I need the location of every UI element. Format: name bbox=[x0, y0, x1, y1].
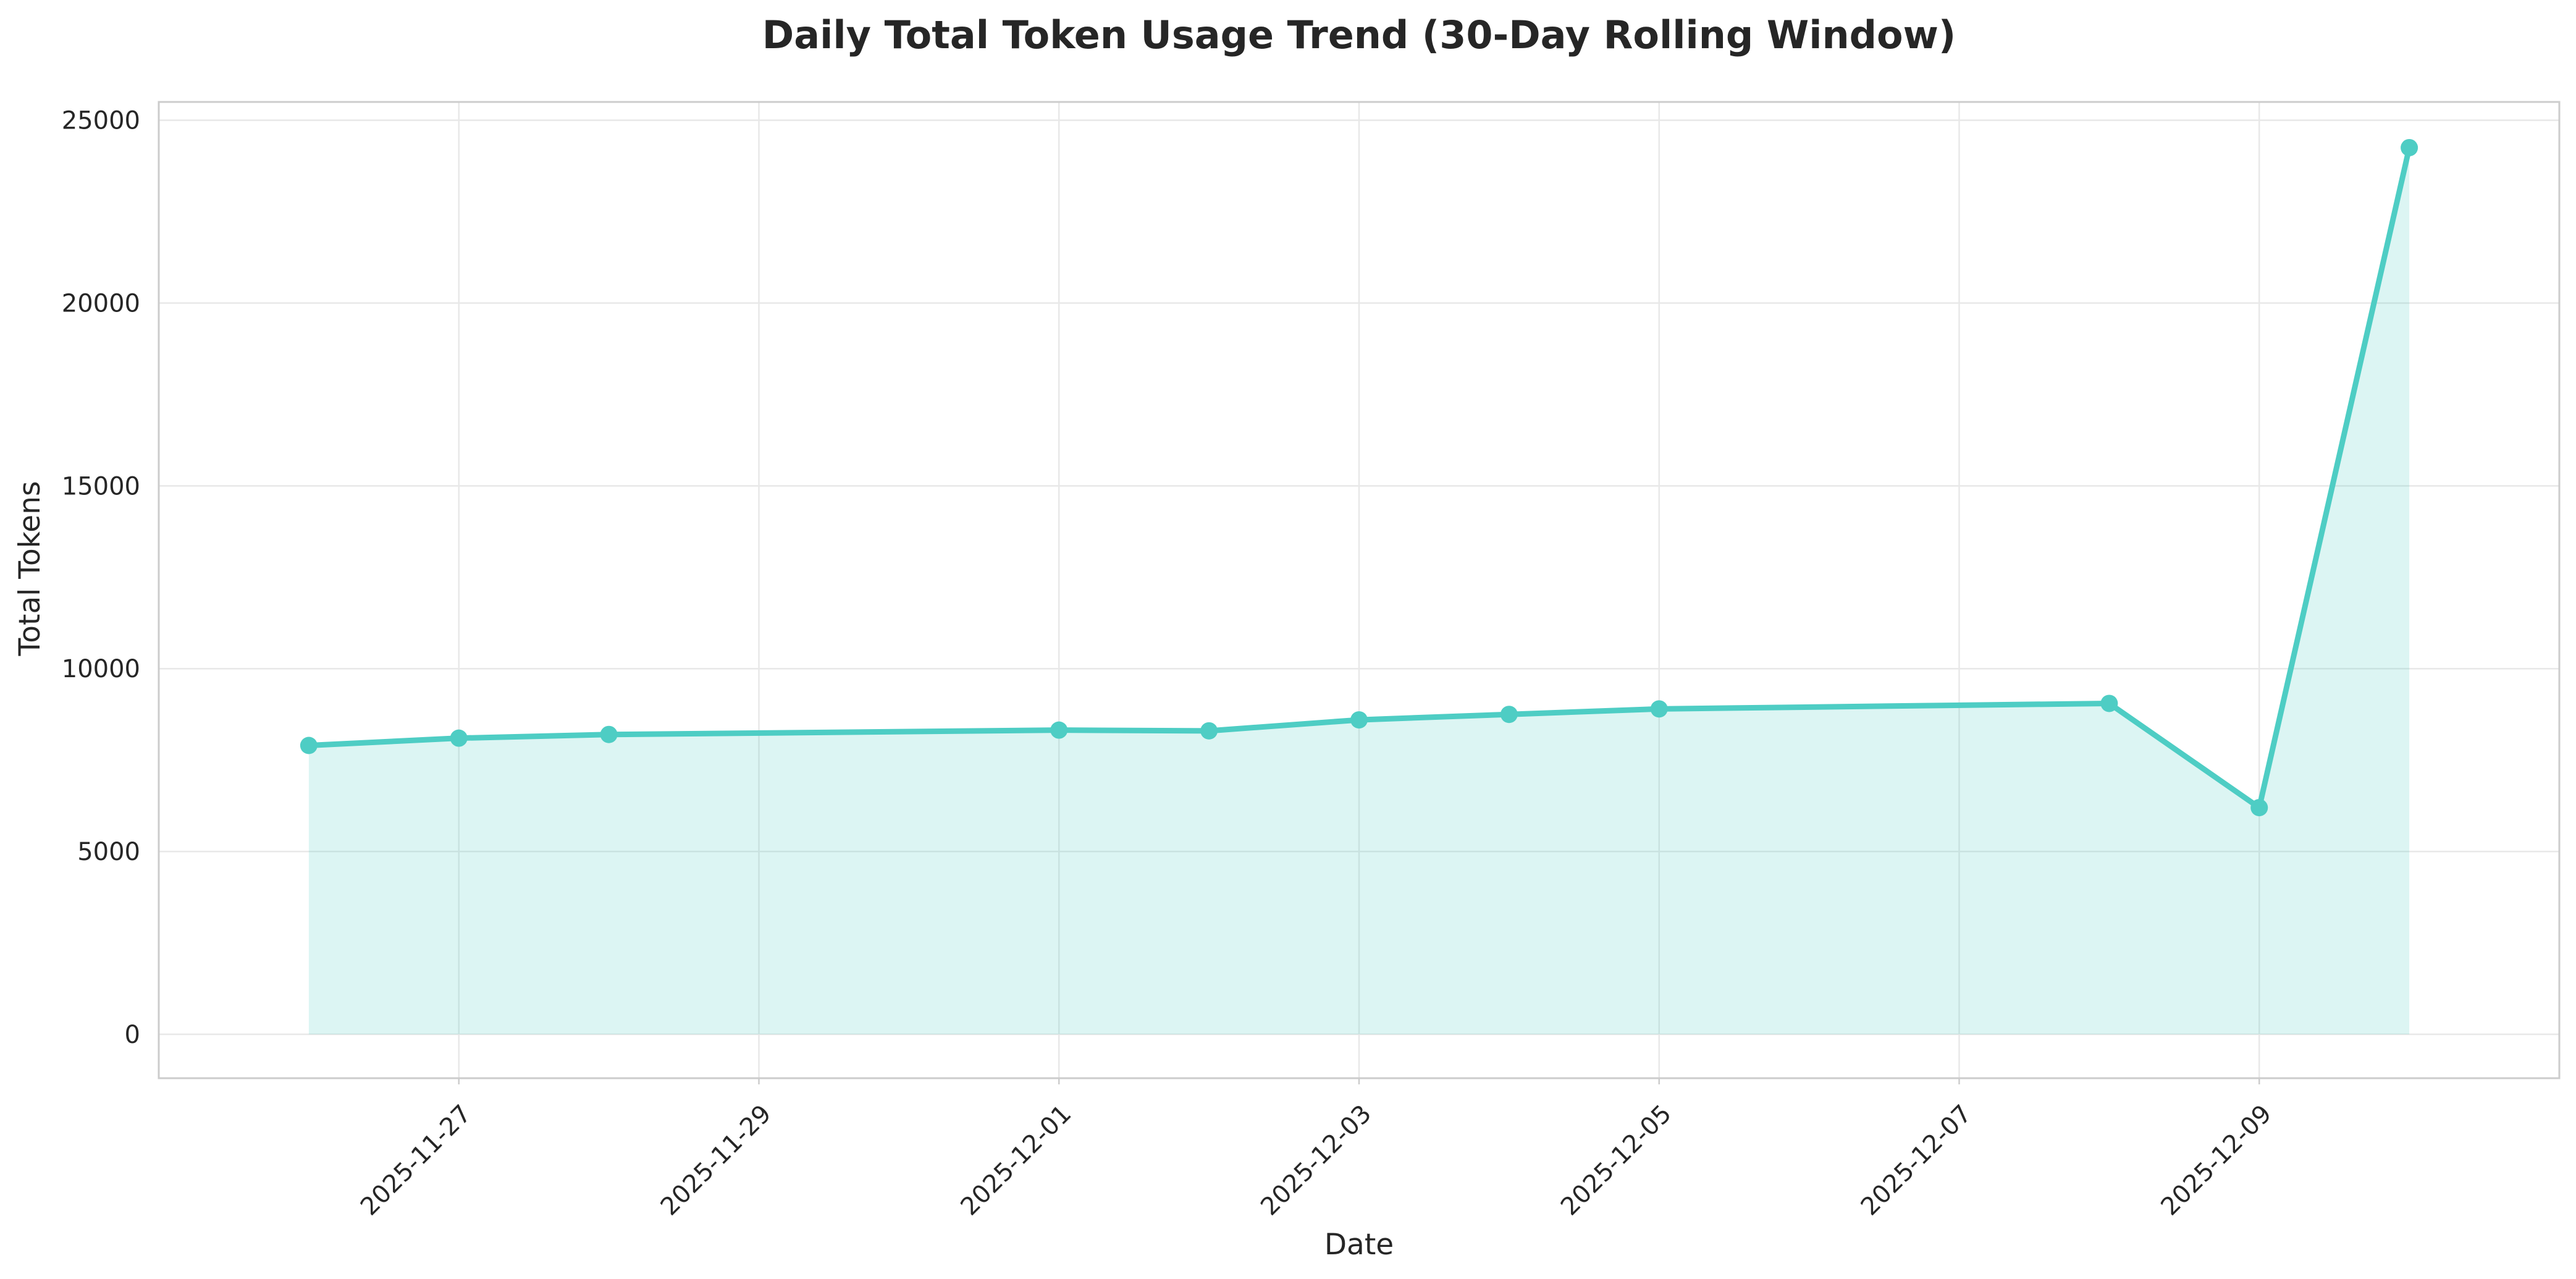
x-tick-label: 2025-11-29 bbox=[655, 1100, 777, 1222]
data-point bbox=[600, 725, 618, 743]
y-tick-label: 15000 bbox=[62, 472, 140, 500]
data-point bbox=[2100, 694, 2118, 712]
x-tick-label: 2025-12-01 bbox=[955, 1100, 1077, 1222]
data-points bbox=[300, 138, 2418, 817]
y-tick-label: 10000 bbox=[62, 655, 140, 683]
y-axis-ticks: 0 5000 10000 15000 20000 25000 bbox=[62, 107, 140, 1049]
y-tick-label: 5000 bbox=[77, 838, 140, 866]
y-tick-label: 20000 bbox=[62, 289, 140, 318]
x-tick-label: 2025-12-07 bbox=[1856, 1100, 1977, 1222]
x-axis-label: Date bbox=[1324, 1228, 1394, 1262]
x-tick-label: 2025-11-27 bbox=[355, 1100, 477, 1222]
data-point bbox=[2250, 799, 2268, 817]
y-tick-label: 25000 bbox=[62, 107, 140, 135]
x-tick-label: 2025-12-05 bbox=[1555, 1100, 1677, 1222]
data-point bbox=[1650, 700, 1668, 718]
y-tick-label: 0 bbox=[125, 1021, 140, 1049]
series-area bbox=[308, 147, 2410, 1034]
x-tick-label: 2025-12-09 bbox=[2155, 1100, 2277, 1222]
data-point bbox=[300, 737, 318, 754]
data-point bbox=[1500, 706, 1518, 724]
data-point bbox=[2401, 138, 2418, 156]
chart-title: Daily Total Token Usage Trend (30-Day Ro… bbox=[762, 12, 1956, 57]
x-tick-label: 2025-12-03 bbox=[1255, 1100, 1377, 1222]
data-point bbox=[1050, 721, 1068, 739]
y-axis-label: Total Tokens bbox=[13, 481, 47, 657]
area-fill bbox=[308, 147, 2410, 1034]
data-point bbox=[1350, 711, 1368, 729]
x-axis-ticks: 2025-11-27 2025-11-29 2025-12-01 2025-12-03… bbox=[355, 1078, 2277, 1221]
data-point bbox=[1200, 722, 1218, 740]
data-point bbox=[450, 729, 468, 747]
grid bbox=[159, 102, 2559, 1078]
